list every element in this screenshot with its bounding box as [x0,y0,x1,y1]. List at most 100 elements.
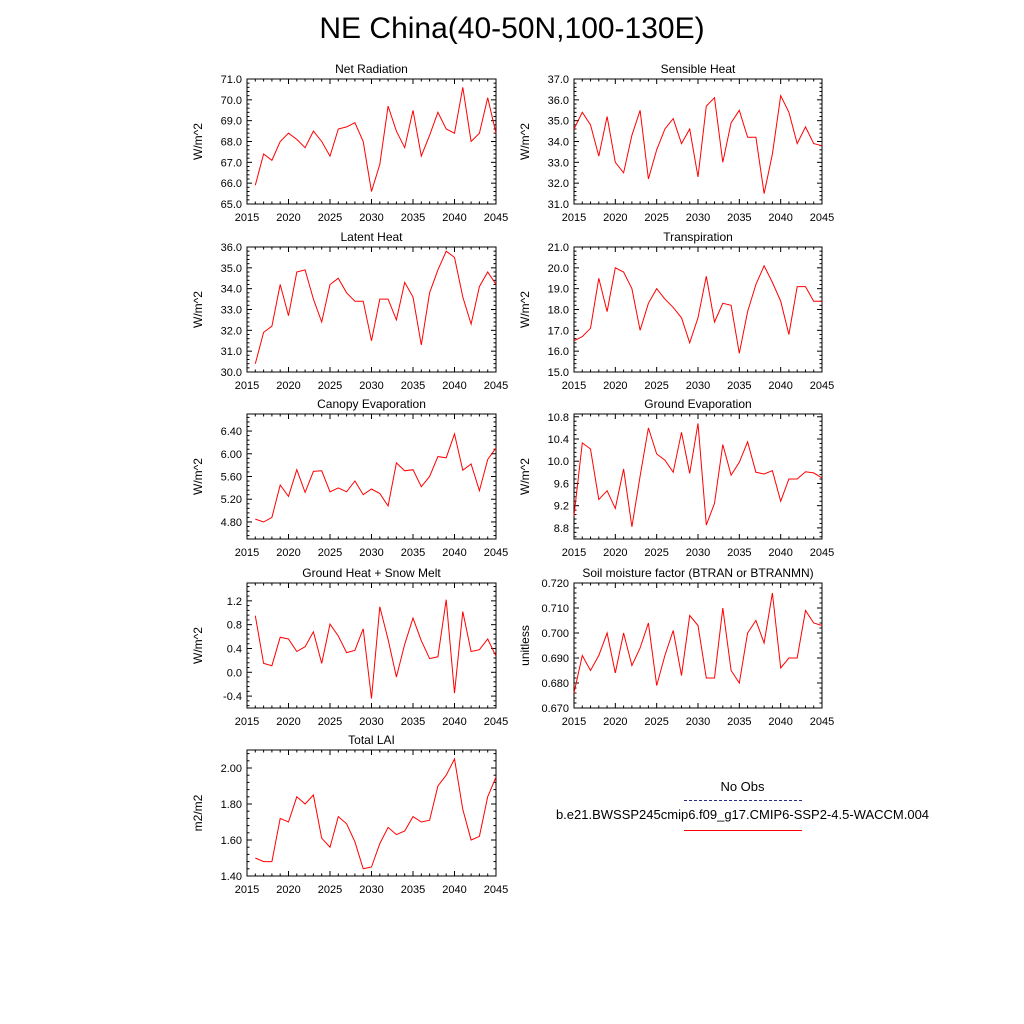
series-line [255,432,497,523]
series-line [573,592,823,694]
panel-title: Ground Evaporation [644,397,751,411]
y-axis-label: W/m^2 [518,458,532,495]
y-tick-label: 5.60 [221,472,242,484]
y-axis-label: W/m^2 [191,123,205,160]
plot-frame [573,582,823,709]
x-tick-label: 2025 [318,884,342,896]
x-tick-label: 2040 [442,547,466,559]
y-tick-label: 0.0 [227,667,242,679]
legend-case-label: b.e21.BWSSP245cmip6.f09_g17.CMIP6-SSP2-4… [555,807,930,822]
panel-title: Latent Heat [340,230,403,244]
y-tick-label: 37.0 [548,74,569,86]
x-tick-label: 2030 [686,547,710,559]
y-tick-label: 71.0 [221,74,242,86]
y-tick-label: 15.0 [548,367,569,379]
x-tick-label: 2030 [359,884,383,896]
series-line [254,87,497,192]
x-tick-label: 2025 [318,716,342,728]
x-tick-label: 2045 [484,884,508,896]
x-tick-label: 2015 [235,716,259,728]
y-tick-label: -0.4 [223,691,242,703]
y-tick-label: 66.0 [221,178,242,190]
x-tick-label: 2030 [686,380,710,392]
x-tick-label: 2045 [810,212,834,224]
y-axis-label: unitless [518,625,532,666]
x-tick-label: 2015 [562,212,586,224]
y-tick-label: 1.80 [221,799,242,811]
y-tick-label: 32.0 [548,178,569,190]
y-tick-label: 69.0 [221,116,242,128]
y-axis-label: W/m^2 [191,458,205,495]
x-tick-label: 2030 [359,716,383,728]
x-tick-label: 2020 [276,212,300,224]
y-tick-label: 65.0 [221,199,242,211]
y-tick-label: 2.00 [221,763,242,775]
y-tick-label: 31.0 [548,199,569,211]
y-tick-label: 31.0 [221,346,242,358]
x-tick-label: 2045 [810,716,834,728]
x-tick-label: 2035 [727,380,751,392]
y-tick-label: 0.720 [541,578,569,590]
x-tick-label: 2035 [401,212,425,224]
y-tick-label: 32.0 [221,325,242,337]
x-tick-label: 2035 [727,547,751,559]
y-tick-label: 10.4 [548,434,569,446]
x-tick-label: 2030 [359,547,383,559]
x-tick-label: 2045 [484,212,508,224]
x-tick-label: 2015 [235,212,259,224]
x-tick-label: 2040 [442,884,466,896]
x-tick-label: 2030 [686,212,710,224]
x-tick-label: 2025 [644,212,668,224]
y-tick-label: 36.0 [548,95,569,107]
y-axis-label: W/m^2 [191,291,205,328]
panel-7: 2015 2020 2025 2030 2035 2040 2045 -0.4 0.0 0.4 0.… [191,566,508,728]
y-tick-label: 4.80 [221,517,242,529]
x-tick-label: 2015 [235,547,259,559]
y-axis-label: W/m^2 [191,627,205,664]
y-tick-label: 1.40 [221,871,242,883]
x-tick-label: 2020 [276,884,300,896]
plot-frame [246,246,497,373]
y-tick-label: 33.0 [221,305,242,317]
x-tick-label: 2020 [276,716,300,728]
y-tick-label: 1.60 [221,835,242,847]
y-tick-label: 19.0 [548,284,569,296]
y-tick-label: 70.0 [221,95,242,107]
y-tick-label: 34.0 [548,137,569,149]
panel-title: Transpiration [663,230,733,244]
panel-5: 2015 2020 2025 2030 2035 2040 2045 4.80 5.20 5.60… [191,397,508,559]
panel-6: 2015 2020 2025 2030 2035 2040 2045 8.8 9.2 9.6 10.… [518,397,834,559]
panel-8: 2015 2020 2025 2030 2035 2040 2045 0.670 0.680 0.… [518,566,834,728]
panel-title: Total LAI [348,733,395,747]
x-tick-label: 2015 [562,380,586,392]
plot-frame [246,78,497,205]
y-tick-label: 8.8 [554,523,569,535]
x-tick-label: 2030 [359,380,383,392]
x-tick-label: 2045 [484,380,508,392]
x-tick-label: 2035 [401,716,425,728]
x-tick-label: 2015 [235,380,259,392]
plot-frame [246,413,497,540]
x-tick-label: 2015 [562,547,586,559]
x-tick-label: 2025 [318,380,342,392]
x-tick-label: 2025 [318,547,342,559]
y-tick-label: 9.6 [554,478,569,490]
y-tick-label: 1.2 [227,596,242,608]
y-tick-label: 0.700 [541,628,569,640]
series-line [255,757,497,870]
x-tick-label: 2040 [768,716,792,728]
y-tick-label: 36.0 [221,242,242,254]
y-tick-label: 35.0 [548,116,569,128]
x-tick-label: 2040 [442,212,466,224]
plot-frame [246,749,497,877]
plot-frame [573,246,823,373]
y-tick-label: 10.0 [548,456,569,468]
x-tick-label: 2040 [442,380,466,392]
y-axis-label: W/m^2 [518,291,532,328]
x-tick-label: 2040 [442,716,466,728]
panel-9: 2015 2020 2025 2030 2035 2040 2045 1.40 1.60 1.80… [191,733,508,896]
x-tick-label: 2025 [318,212,342,224]
series-line [573,423,823,527]
x-tick-label: 2015 [235,884,259,896]
